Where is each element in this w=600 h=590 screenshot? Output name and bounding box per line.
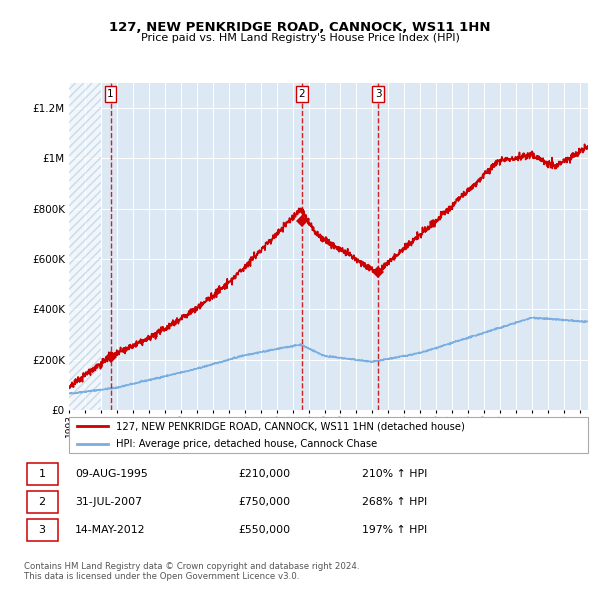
Text: 127, NEW PENKRIDGE ROAD, CANNOCK, WS11 1HN (detached house): 127, NEW PENKRIDGE ROAD, CANNOCK, WS11 1… <box>116 421 464 431</box>
Text: 197% ↑ HPI: 197% ↑ HPI <box>362 525 428 535</box>
FancyBboxPatch shape <box>27 463 58 486</box>
Text: 210% ↑ HPI: 210% ↑ HPI <box>362 469 428 479</box>
Text: 14-MAY-2012: 14-MAY-2012 <box>75 525 145 535</box>
Text: HPI: Average price, detached house, Cannock Chase: HPI: Average price, detached house, Cann… <box>116 439 377 449</box>
FancyBboxPatch shape <box>27 491 58 513</box>
Text: 09-AUG-1995: 09-AUG-1995 <box>75 469 148 479</box>
Text: £750,000: £750,000 <box>238 497 290 507</box>
Text: Contains HM Land Registry data © Crown copyright and database right 2024.: Contains HM Land Registry data © Crown c… <box>24 562 359 571</box>
Text: This data is licensed under the Open Government Licence v3.0.: This data is licensed under the Open Gov… <box>24 572 299 581</box>
FancyBboxPatch shape <box>27 519 58 542</box>
Text: 1: 1 <box>107 89 114 99</box>
Text: Price paid vs. HM Land Registry's House Price Index (HPI): Price paid vs. HM Land Registry's House … <box>140 33 460 43</box>
Text: 3: 3 <box>375 89 382 99</box>
Text: 2: 2 <box>299 89 305 99</box>
Text: £210,000: £210,000 <box>238 469 290 479</box>
Text: 3: 3 <box>38 525 46 535</box>
Text: 268% ↑ HPI: 268% ↑ HPI <box>362 497 428 507</box>
Text: 2: 2 <box>38 497 46 507</box>
FancyBboxPatch shape <box>69 417 588 453</box>
Text: 127, NEW PENKRIDGE ROAD, CANNOCK, WS11 1HN: 127, NEW PENKRIDGE ROAD, CANNOCK, WS11 1… <box>109 21 491 34</box>
Text: £550,000: £550,000 <box>238 525 290 535</box>
Text: 1: 1 <box>38 469 46 479</box>
Text: 31-JUL-2007: 31-JUL-2007 <box>75 497 142 507</box>
